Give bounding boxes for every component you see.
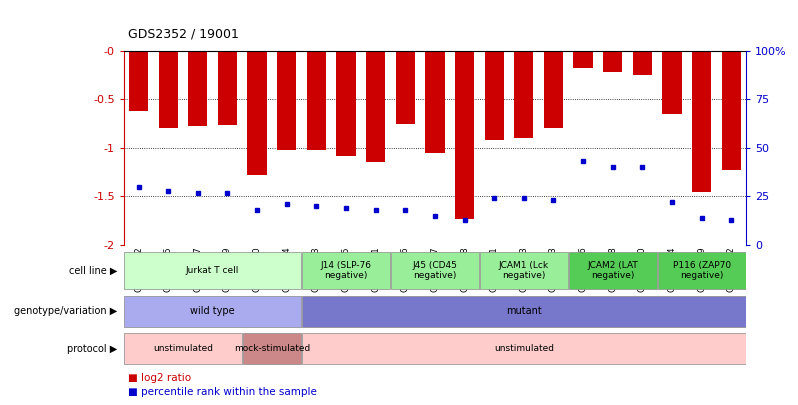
Text: JCAM2 (LAT
negative): JCAM2 (LAT negative): [587, 261, 638, 280]
Bar: [480, 252, 567, 289]
Bar: [574, 51, 593, 68]
Text: genotype/variation ▶: genotype/variation ▶: [14, 307, 117, 316]
Bar: [391, 252, 479, 289]
Bar: [188, 51, 207, 126]
Bar: [658, 252, 745, 289]
Text: wild type: wild type: [190, 307, 235, 316]
Text: mutant: mutant: [506, 307, 542, 316]
Bar: [306, 51, 326, 150]
Bar: [128, 51, 148, 111]
Bar: [569, 252, 657, 289]
Text: ■ percentile rank within the sample: ■ percentile rank within the sample: [128, 387, 317, 397]
Bar: [425, 51, 444, 153]
Bar: [124, 252, 301, 289]
Text: GDS2352 / 19001: GDS2352 / 19001: [128, 28, 239, 40]
Bar: [366, 51, 385, 162]
Bar: [124, 333, 242, 364]
Bar: [218, 51, 237, 126]
Text: mock-stimulated: mock-stimulated: [234, 344, 310, 353]
Bar: [544, 51, 563, 128]
Bar: [277, 51, 296, 150]
Bar: [455, 51, 474, 219]
Text: Jurkat T cell: Jurkat T cell: [186, 266, 239, 275]
Bar: [302, 296, 745, 327]
Text: unstimulated: unstimulated: [494, 344, 554, 353]
Bar: [514, 51, 533, 138]
Text: protocol ▶: protocol ▶: [67, 344, 117, 354]
Bar: [396, 51, 415, 124]
Bar: [302, 252, 390, 289]
Text: J14 (SLP-76
negative): J14 (SLP-76 negative): [321, 261, 372, 280]
Bar: [484, 51, 504, 140]
Text: J45 (CD45
negative): J45 (CD45 negative): [413, 261, 457, 280]
Bar: [721, 51, 741, 170]
Bar: [302, 333, 745, 364]
Text: unstimulated: unstimulated: [153, 344, 213, 353]
Bar: [336, 51, 356, 156]
Bar: [692, 51, 711, 192]
Bar: [633, 51, 652, 75]
Bar: [603, 51, 622, 72]
Bar: [662, 51, 681, 114]
Text: JCAM1 (Lck
negative): JCAM1 (Lck negative): [499, 261, 549, 280]
Bar: [243, 333, 301, 364]
Bar: [159, 51, 178, 128]
Bar: [124, 296, 301, 327]
Text: ■ log2 ratio: ■ log2 ratio: [128, 373, 191, 383]
Text: P116 (ZAP70
negative): P116 (ZAP70 negative): [673, 261, 731, 280]
Bar: [247, 51, 267, 175]
Text: cell line ▶: cell line ▶: [69, 266, 117, 275]
